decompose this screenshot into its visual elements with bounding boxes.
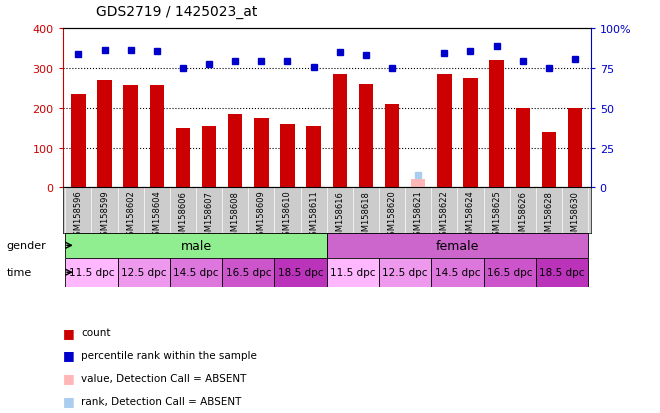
Bar [71, 95, 86, 188]
Bar [65, 258, 117, 287]
Text: 12.5 dpc: 12.5 dpc [121, 268, 166, 278]
Bar [280, 124, 294, 188]
Bar [222, 258, 275, 287]
Text: percentile rank within the sample: percentile rank within the sample [81, 350, 257, 360]
Text: 18.5 dpc: 18.5 dpc [539, 268, 585, 278]
Text: GSM158596: GSM158596 [74, 190, 83, 241]
Text: GSM158616: GSM158616 [335, 190, 345, 241]
Text: GSM158628: GSM158628 [544, 190, 553, 241]
Text: GSM158607: GSM158607 [205, 190, 214, 241]
Text: GSM158624: GSM158624 [466, 190, 475, 241]
Bar [150, 85, 164, 188]
Bar [484, 258, 536, 287]
Text: GSM158599: GSM158599 [100, 190, 109, 241]
Text: count: count [81, 328, 111, 337]
Text: GSM158602: GSM158602 [126, 190, 135, 241]
Text: GSM158609: GSM158609 [257, 190, 266, 241]
Text: 16.5 dpc: 16.5 dpc [487, 268, 533, 278]
Text: GSM158610: GSM158610 [283, 190, 292, 241]
Text: ■: ■ [63, 326, 75, 339]
Bar [306, 126, 321, 188]
Bar [359, 85, 373, 188]
Text: GDS2719 / 1425023_at: GDS2719 / 1425023_at [96, 5, 257, 19]
Bar [411, 180, 426, 188]
Bar [379, 258, 431, 287]
Bar [568, 108, 582, 188]
Bar [228, 115, 242, 188]
Text: GSM158622: GSM158622 [440, 190, 449, 241]
Text: male: male [180, 239, 212, 252]
Text: female: female [436, 239, 479, 252]
Text: GSM158620: GSM158620 [387, 190, 397, 241]
Bar [97, 81, 112, 188]
Text: 12.5 dpc: 12.5 dpc [382, 268, 428, 278]
Text: GSM158608: GSM158608 [231, 190, 240, 241]
Bar [385, 104, 399, 188]
Text: 11.5 dpc: 11.5 dpc [330, 268, 376, 278]
Bar [333, 75, 347, 188]
Text: GSM158611: GSM158611 [309, 190, 318, 241]
Text: 14.5 dpc: 14.5 dpc [174, 268, 218, 278]
Text: GSM158625: GSM158625 [492, 190, 501, 241]
Bar [536, 258, 588, 287]
Text: ■: ■ [63, 371, 75, 385]
Text: 14.5 dpc: 14.5 dpc [435, 268, 480, 278]
Bar [117, 258, 170, 287]
Text: ■: ■ [63, 394, 75, 407]
Text: GSM158618: GSM158618 [362, 190, 370, 241]
Bar [327, 233, 588, 258]
Bar [437, 75, 451, 188]
Bar [170, 258, 222, 287]
Text: rank, Detection Call = ABSENT: rank, Detection Call = ABSENT [81, 396, 242, 406]
Text: GSM158604: GSM158604 [152, 190, 161, 241]
Bar [463, 78, 478, 188]
Text: GSM158606: GSM158606 [178, 190, 187, 241]
Text: 11.5 dpc: 11.5 dpc [69, 268, 114, 278]
Text: GSM158621: GSM158621 [414, 190, 422, 241]
Bar [327, 258, 379, 287]
Bar [542, 132, 556, 188]
Text: GSM158630: GSM158630 [570, 190, 579, 241]
Bar [65, 233, 327, 258]
Text: 18.5 dpc: 18.5 dpc [278, 268, 323, 278]
Bar [431, 258, 484, 287]
Text: gender: gender [7, 241, 46, 251]
Text: 16.5 dpc: 16.5 dpc [226, 268, 271, 278]
Bar [515, 108, 530, 188]
Text: ■: ■ [63, 349, 75, 362]
Text: value, Detection Call = ABSENT: value, Detection Call = ABSENT [81, 373, 247, 383]
Bar [275, 258, 327, 287]
Bar [176, 128, 190, 188]
Text: GSM158626: GSM158626 [518, 190, 527, 241]
Bar [254, 119, 269, 188]
Text: time: time [7, 268, 32, 278]
Bar [490, 61, 504, 188]
Bar [202, 127, 216, 188]
Bar [123, 85, 138, 188]
